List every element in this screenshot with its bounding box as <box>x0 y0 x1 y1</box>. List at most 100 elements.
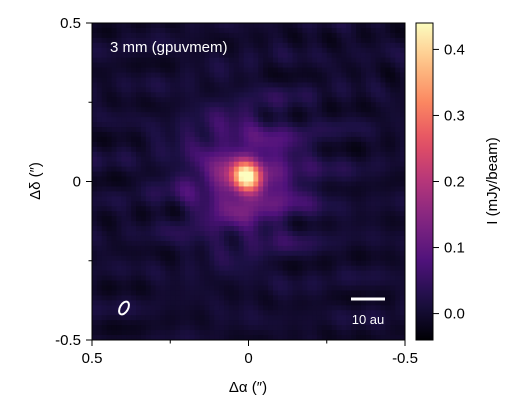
heatmap-cell <box>321 221 328 227</box>
heatmap-cell <box>184 87 191 93</box>
heatmap-cell <box>258 102 264 108</box>
heatmap-cell <box>253 87 259 93</box>
heatmap-cell <box>321 191 328 197</box>
heatmap-cell <box>302 181 308 188</box>
heatmap-cell <box>136 186 142 192</box>
heatmap-cell <box>341 117 347 123</box>
heatmap-cell <box>96 107 103 113</box>
heatmap-cell <box>326 131 333 138</box>
heatmap-cell <box>292 330 299 336</box>
heatmap-cell <box>204 42 210 49</box>
heatmap-cell <box>356 52 362 59</box>
heatmap-cell <box>326 216 333 222</box>
heatmap-cell <box>395 325 401 331</box>
heatmap-cell <box>302 127 308 133</box>
heatmap-cell <box>170 191 176 197</box>
heatmap-cell <box>375 176 382 183</box>
heatmap-cell <box>170 92 176 98</box>
heatmap-cell <box>287 47 294 54</box>
heatmap-cell <box>302 97 308 103</box>
heatmap-cell <box>282 201 289 207</box>
heatmap-cell <box>356 201 362 207</box>
heatmap-cell <box>272 47 279 54</box>
heatmap-cell <box>263 161 269 168</box>
heatmap-cell <box>214 290 220 297</box>
heatmap-cell <box>302 67 308 74</box>
heatmap-cell <box>385 270 391 277</box>
heatmap-cell <box>204 77 210 84</box>
heatmap-cell <box>180 186 186 192</box>
heatmap-cell <box>194 122 201 128</box>
heatmap-cell <box>140 315 147 321</box>
heatmap-cell <box>253 201 259 207</box>
heatmap-cell <box>170 97 176 103</box>
heatmap-cell <box>175 122 181 128</box>
heatmap-cell <box>243 102 250 108</box>
heatmap-cell <box>400 92 405 98</box>
heatmap-cell <box>272 196 279 202</box>
heatmap-cell <box>268 161 274 168</box>
heatmap-cell <box>194 305 201 311</box>
heatmap-cell <box>297 270 303 277</box>
heatmap-cell <box>233 186 240 192</box>
heatmap-cell <box>400 23 405 29</box>
heatmap-cell <box>165 156 171 163</box>
heatmap-cell <box>277 82 284 88</box>
heatmap-cell <box>209 325 215 331</box>
heatmap-cell <box>194 240 201 247</box>
heatmap-cell <box>360 67 367 74</box>
heatmap-cell <box>121 325 127 331</box>
heatmap-cell <box>155 255 162 262</box>
heatmap-cell <box>140 77 147 84</box>
heatmap-cell <box>292 72 299 79</box>
heatmap-cell <box>321 280 328 287</box>
heatmap-cell <box>346 240 352 247</box>
heatmap-cell <box>194 265 201 272</box>
heatmap-cell <box>316 97 323 103</box>
heatmap-cell <box>136 37 142 44</box>
heatmap-cell <box>287 146 294 153</box>
heatmap-cell <box>390 255 396 262</box>
heatmap-cell <box>165 52 171 59</box>
heatmap-cell <box>400 67 405 74</box>
heatmap-cell <box>390 27 396 34</box>
heatmap-cell <box>365 285 372 292</box>
heatmap-cell <box>228 305 235 311</box>
heatmap-cell <box>155 325 162 331</box>
heatmap-cell <box>287 52 294 59</box>
heatmap-cell <box>365 310 372 316</box>
heatmap-cell <box>365 67 372 74</box>
heatmap-cell <box>268 171 274 178</box>
heatmap-cell <box>336 320 343 326</box>
heatmap-cell <box>233 57 240 64</box>
heatmap-cell <box>199 141 206 148</box>
heatmap-cell <box>326 102 333 108</box>
heatmap-cell <box>297 305 303 311</box>
heatmap-cell <box>126 62 132 69</box>
heatmap-cell <box>155 77 162 84</box>
heatmap-cell <box>224 216 230 222</box>
heatmap-cell <box>258 122 264 128</box>
heatmap-cell <box>341 235 347 242</box>
heatmap-cell <box>150 122 157 128</box>
heatmap-cell <box>136 146 142 153</box>
heatmap-cell <box>346 27 352 34</box>
y-tick-label: 0.5 <box>60 15 81 32</box>
heatmap-cell <box>365 52 372 59</box>
heatmap-cell <box>258 77 264 84</box>
heatmap-cell <box>194 97 201 103</box>
heatmap-cell <box>155 206 162 212</box>
heatmap-cell <box>165 250 171 257</box>
heatmap-cell <box>150 245 157 252</box>
heatmap-cell <box>165 211 171 217</box>
heatmap-cell <box>175 82 181 88</box>
heatmap-cell <box>385 122 391 128</box>
heatmap-cell <box>341 265 347 272</box>
heatmap-cell <box>375 77 382 84</box>
heatmap-cell <box>268 146 274 153</box>
heatmap-cell <box>199 37 206 44</box>
heatmap-cell <box>316 235 323 242</box>
heatmap-cell <box>155 87 162 93</box>
heatmap-cell <box>199 295 206 301</box>
heatmap-cell <box>140 161 147 168</box>
